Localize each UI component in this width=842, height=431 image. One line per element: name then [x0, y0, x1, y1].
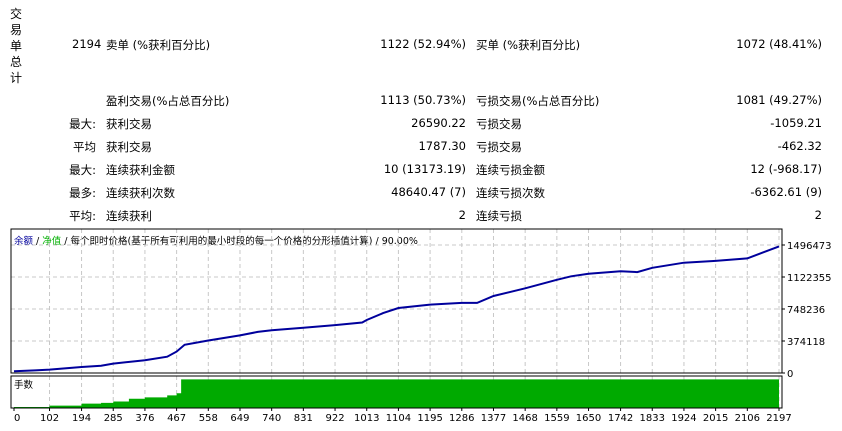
buy-label: 买单 (%获利百分比) [476, 38, 581, 52]
stat-left-value: 1787.30 [418, 139, 466, 153]
stat-left-label: 获利交易 [106, 117, 152, 131]
stat-prefix: 平均: [69, 209, 96, 223]
stat-row-max-consecutive-count: 最多: 连续获利次数 48640.47 (7) 连续亏损次数 -6362.61 … [0, 185, 842, 203]
title-char: 计 [10, 71, 23, 85]
title-char: 易 [10, 23, 23, 37]
legend-sep: / [33, 236, 43, 247]
stat-right-label: 连续亏损次数 [476, 186, 545, 200]
buy-value: 1072 (48.41%) [736, 37, 822, 51]
x-tick-label: 0 [14, 413, 20, 424]
x-tick-label: 1013 [354, 413, 379, 424]
stat-left-value: 48640.47 (7) [391, 185, 466, 199]
y-tick-label: 0 [787, 369, 793, 380]
legend-sep: / [61, 236, 71, 247]
x-tick-label: 1924 [671, 413, 696, 424]
stat-right-value: 2 [814, 208, 822, 222]
x-tick-label: 285 [104, 413, 123, 424]
stat-row-max-trade: 最大: 获利交易 26590.22 亏损交易 -1059.21 [0, 116, 842, 134]
x-tick-label: 740 [262, 413, 281, 424]
x-tick-label: 558 [199, 413, 218, 424]
stat-row-avg-trade: 平均 获利交易 1787.30 亏损交易 -462.32 [0, 139, 842, 157]
x-tick-label: 1195 [417, 413, 442, 424]
stat-right-label: 亏损交易 [476, 117, 522, 131]
legend-balance: 余额 [14, 236, 34, 247]
stat-left-value: 2 [458, 208, 466, 222]
volume-panel-frame [10, 375, 783, 409]
stat-row-max-consecutive-amount: 最大: 连续获利金额 10 (13173.19) 连续亏损金额 12 (-968… [0, 162, 842, 180]
loss-trades-label: 亏损交易(%占总百分比) [476, 94, 600, 108]
title-char: 交 [10, 7, 23, 21]
sell-label: 卖单 (%获利百分比) [106, 38, 211, 52]
stat-left-label: 连续获利 [106, 209, 152, 223]
stat-left-value: 26590.22 [411, 116, 466, 130]
stat-prefix: 最大: [69, 117, 96, 131]
x-tick-label: 102 [40, 413, 59, 424]
x-tick-label: 376 [135, 413, 154, 424]
y-tick-label: 748236 [787, 305, 825, 316]
stat-left-label: 连续获利金额 [106, 163, 175, 177]
title-char: 单 [10, 39, 23, 53]
x-tick-label: 1377 [481, 413, 506, 424]
x-tick-label: 922 [325, 413, 344, 424]
stat-right-value: 12 (-968.17) [750, 162, 822, 176]
stat-prefix: 最多: [69, 186, 96, 200]
equity-chart: 0 374118 748236 1122355 1496473 0 102 194 285 376… [10, 228, 832, 424]
x-tick-label: 831 [294, 413, 313, 424]
x-tick-label: 1286 [449, 413, 474, 424]
legend-equity: 净值 [42, 236, 62, 247]
stat-right-label: 连续亏损 [476, 209, 522, 223]
stat-left-value: 10 (13173.19) [383, 162, 466, 176]
stat-left-label: 连续获利次数 [106, 186, 175, 200]
main-panel-frame [10, 228, 783, 374]
x-tick-label: 1833 [640, 413, 665, 424]
loss-trades-value: 1081 (49.27%) [736, 93, 822, 107]
section-title-trades-total: 交 易 单 总 计 [10, 6, 24, 86]
x-tick-label: 1104 [386, 413, 411, 424]
x-tick-label: 2106 [735, 413, 760, 424]
total-trades-value: 2194 [72, 37, 102, 51]
x-tick-label: 1742 [608, 413, 633, 424]
legend-sep: / [372, 236, 382, 247]
y-tick-label: 1122355 [787, 273, 832, 284]
stat-right-label: 亏损交易 [476, 140, 522, 154]
stat-right-value: -462.32 [777, 139, 822, 153]
sell-value: 1122 (52.94%) [380, 37, 466, 51]
x-tick-label: 1650 [576, 413, 601, 424]
y-tick-label: 374118 [787, 337, 825, 348]
profit-trades-value: 1113 (50.73%) [380, 93, 466, 107]
model-label: 每个即时价格(基于所有可利用的最小时段的每一个价格的分形插值计算) [70, 236, 373, 247]
stat-right-label: 连续亏损金额 [476, 163, 545, 177]
x-tick-label: 1559 [544, 413, 569, 424]
x-tick-label: 1468 [512, 413, 537, 424]
x-tick-label: 2015 [703, 413, 728, 424]
stat-prefix: 最大: [69, 163, 96, 177]
profit-trades-label: 盈利交易(%占总百分比) [106, 94, 230, 108]
x-tick-label: 194 [72, 413, 91, 424]
y-tick-label: 1496473 [787, 241, 832, 252]
volume-area [14, 379, 779, 408]
title-char: 总 [10, 55, 23, 69]
stat-row-avg-consecutive: 平均: 连续获利 2 连续亏损 2 [0, 208, 842, 226]
volume-panel-label: 手数 [14, 380, 34, 391]
x-tick-label: 467 [167, 413, 186, 424]
x-tick-label: 2197 [766, 413, 791, 424]
balance-line [13, 245, 780, 373]
stat-prefix: 平均 [73, 140, 96, 154]
stat-right-value: -6362.61 (9) [750, 185, 822, 199]
quality-value: 90.00% [381, 236, 418, 247]
chart-header: 余额 / 净值 / 每个即时价格(基于所有可利用的最小时段的每一个价格的分形插值… [14, 233, 418, 247]
stat-left-label: 获利交易 [106, 140, 152, 154]
stat-right-value: -1059.21 [770, 116, 822, 130]
x-tick-label: 649 [230, 413, 249, 424]
